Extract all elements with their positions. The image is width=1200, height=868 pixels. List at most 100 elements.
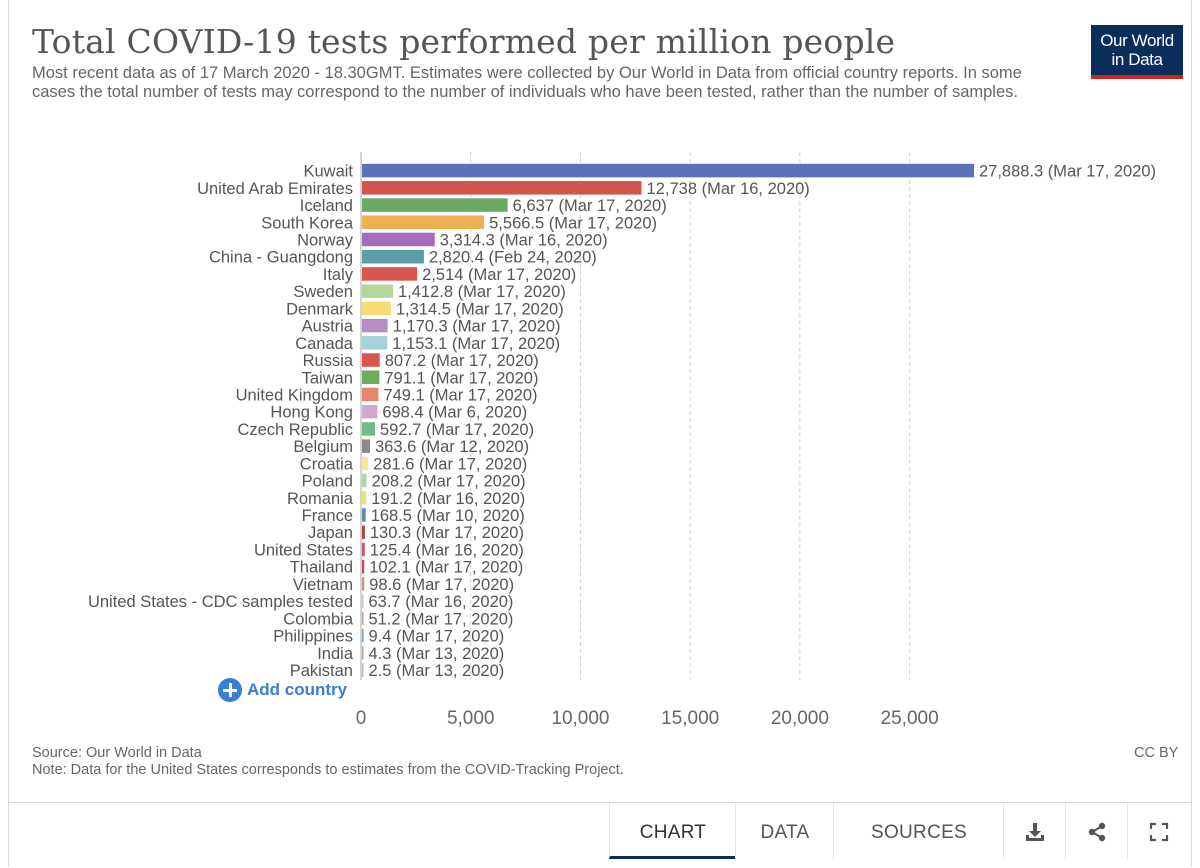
share-button[interactable] (1065, 803, 1128, 859)
category-label: South Korea (261, 214, 354, 232)
value-label: 4.3 (Mar 13, 2020) (369, 645, 505, 663)
value-label: 2,820.4 (Feb 24, 2020) (429, 249, 597, 267)
chart-title: Total COVID-19 tests performed per milli… (32, 22, 896, 61)
bar (362, 473, 367, 488)
category-label: Denmark (286, 300, 354, 318)
category-label: Thailand (290, 559, 353, 577)
value-label: 698.4 (Mar 6, 2020) (382, 404, 527, 422)
category-label: Sweden (293, 283, 353, 301)
chart-subtitle: Most recent data as of 17 March 2020 - 1… (32, 64, 1022, 101)
bar (362, 628, 364, 643)
plus-circle-icon (218, 678, 242, 702)
tab-chart[interactable]: CHART (609, 803, 736, 859)
note-text: Note: Data for the United States corresp… (32, 762, 624, 778)
bar (362, 542, 365, 557)
value-label: 749.1 (Mar 17, 2020) (383, 386, 537, 404)
category-label: Philippines (273, 628, 353, 646)
bar (362, 422, 376, 436)
value-label: 791.1 (Mar 17, 2020) (384, 369, 538, 387)
bar (362, 663, 364, 677)
value-label: 27,888.3 (Mar 17, 2020) (979, 163, 1156, 181)
bar (362, 163, 974, 178)
category-label: Iceland (300, 197, 353, 215)
value-label: 102.1 (Mar 17, 2020) (369, 559, 523, 577)
value-label: 281.6 (Mar 17, 2020) (373, 455, 527, 473)
value-label: 191.2 (Mar 16, 2020) (371, 490, 525, 508)
value-label: 5,566.5 (Mar 17, 2020) (489, 214, 657, 232)
x-tick-label: 15,000 (661, 708, 719, 729)
bar (362, 577, 365, 591)
x-tick-label: 10,000 (551, 708, 609, 729)
bar (362, 232, 435, 247)
tab-sources[interactable]: SOURCES (833, 803, 1004, 859)
category-label: Taiwan (302, 369, 353, 387)
share-icon (1088, 822, 1106, 842)
bar (362, 181, 642, 195)
logo-line-2: in Data (1111, 50, 1163, 69)
category-label: Vietnam (293, 576, 353, 594)
category-label: India (317, 645, 354, 663)
fullscreen-icon (1149, 822, 1169, 842)
footer-toolbar: CHART DATA SOURCES (9, 802, 1191, 868)
bar (362, 611, 364, 626)
value-label: 51.2 (Mar 17, 2020) (369, 610, 514, 628)
value-label: 807.2 (Mar 17, 2020) (385, 352, 539, 370)
value-label: 6,637 (Mar 17, 2020) (513, 197, 667, 215)
bar (362, 646, 364, 660)
owid-logo[interactable]: Our World in Data (1091, 25, 1183, 79)
value-label: 1,412.8 (Mar 17, 2020) (398, 283, 566, 301)
bar (362, 318, 388, 333)
category-label: United Kingdom (236, 386, 353, 404)
category-label: Czech Republic (237, 421, 353, 439)
value-label: 98.6 (Mar 17, 2020) (369, 576, 514, 594)
bar (362, 301, 391, 316)
category-label: Austria (302, 318, 354, 336)
bar-chart: 0 5,000 10,000 15,000 20,000 25,000 Kuwait 27,8… (88, 152, 1156, 729)
value-label: 9.4 (Mar 17, 2020) (369, 628, 505, 646)
bar (362, 336, 388, 350)
bar (362, 594, 364, 608)
category-label: Hong Kong (270, 404, 353, 422)
category-label: China - Guangdong (209, 249, 353, 267)
category-label: Pakistan (290, 662, 353, 680)
tab-data[interactable]: DATA (735, 803, 834, 859)
bar (362, 370, 380, 384)
category-label: Norway (297, 231, 354, 249)
value-label: 168.5 (Mar 10, 2020) (371, 507, 525, 525)
value-label: 63.7 (Mar 16, 2020) (369, 593, 514, 611)
x-tick-label: 5,000 (447, 708, 495, 729)
bar (362, 267, 418, 281)
license-link[interactable]: CC BY (1134, 745, 1179, 761)
bar (362, 456, 369, 471)
value-label: 1,153.1 (Mar 17, 2020) (392, 335, 560, 353)
value-label: 2.5 (Mar 13, 2020) (369, 662, 505, 680)
category-label: Japan (308, 524, 353, 542)
x-tick-label: 20,000 (771, 708, 829, 729)
bar (362, 404, 378, 419)
category-label: Russia (303, 352, 354, 370)
add-country-label: Add country (247, 680, 348, 699)
category-label: Italy (323, 266, 354, 284)
category-label: Canada (295, 335, 354, 353)
download-button[interactable] (1003, 803, 1066, 859)
category-label: France (302, 507, 353, 525)
download-icon (1026, 823, 1044, 841)
category-label: Romania (287, 490, 354, 508)
bar (362, 215, 485, 230)
bar (362, 387, 379, 402)
category-label: United Arab Emirates (197, 180, 353, 198)
source-text: Source: Our World in Data (32, 745, 202, 761)
chart-frame (8, 0, 1192, 867)
x-tick-label: 25,000 (881, 708, 939, 729)
bar (362, 249, 424, 264)
add-country-button[interactable]: Add country (218, 678, 347, 702)
value-label: 363.6 (Mar 12, 2020) (375, 438, 529, 456)
bar (362, 353, 380, 367)
category-label: Belgium (293, 438, 353, 456)
value-label: 130.3 (Mar 17, 2020) (370, 524, 524, 542)
bar (362, 525, 365, 539)
fullscreen-button[interactable] (1127, 803, 1190, 859)
bar (362, 198, 508, 212)
value-label: 592.7 (Mar 17, 2020) (380, 421, 534, 439)
bar (362, 284, 394, 298)
